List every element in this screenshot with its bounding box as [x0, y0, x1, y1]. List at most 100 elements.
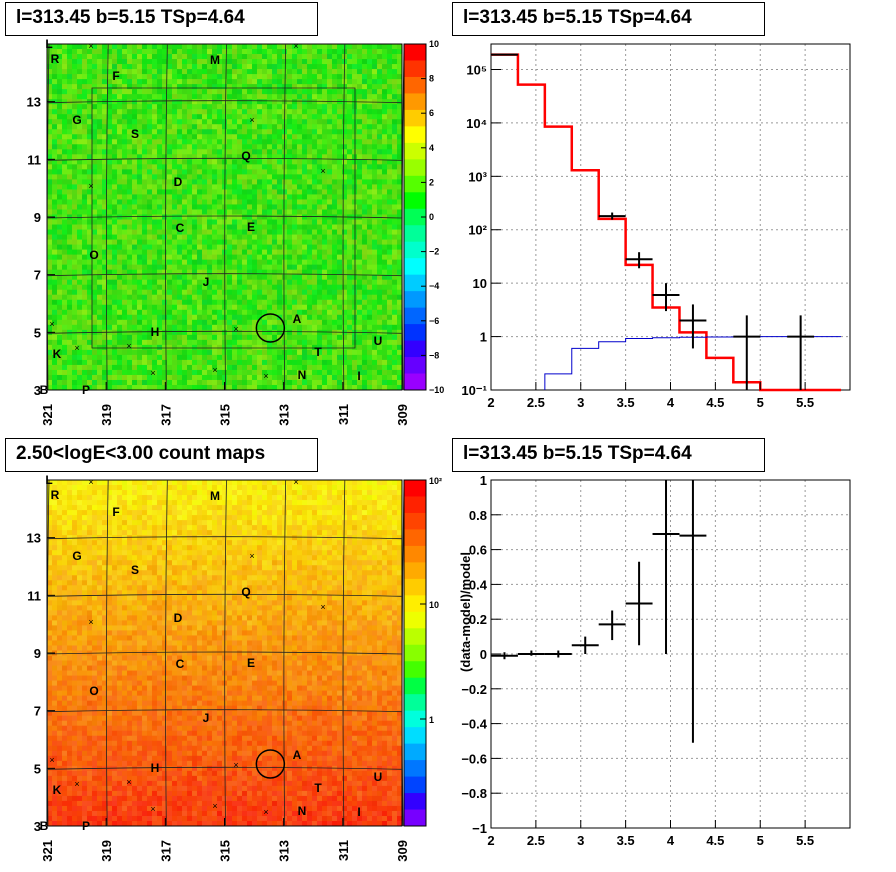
map-pixel [227, 364, 233, 371]
map-pixel [67, 354, 73, 361]
map-pixel [232, 194, 238, 200]
map-pixel [182, 314, 188, 321]
map-pixel [77, 49, 83, 55]
map-pixel [47, 204, 53, 210]
map-pixel [292, 234, 298, 240]
map-pixel [227, 119, 233, 125]
map-pixel [362, 379, 368, 386]
map-pixel [357, 309, 363, 316]
map-pixel [252, 219, 258, 225]
map-pixel [317, 289, 323, 296]
map-pixel [397, 234, 403, 240]
map-pixel [92, 379, 98, 386]
map-pixel [157, 164, 163, 170]
map-pixel [132, 344, 138, 351]
map-pixel [192, 144, 198, 150]
map-pixel [97, 284, 103, 291]
map-pixel [367, 54, 373, 60]
map-pixel [82, 304, 88, 311]
map-pixel [217, 159, 223, 165]
map-pixel [262, 369, 268, 376]
map-pixel [392, 194, 398, 200]
map-pixel [367, 354, 373, 361]
map-pixel [362, 269, 368, 276]
map-pixel [252, 319, 258, 326]
map-pixel [267, 119, 273, 125]
map-pixel [272, 334, 278, 341]
map-pixel [142, 234, 148, 240]
map-pixel [277, 289, 283, 296]
map-pixel [192, 384, 198, 391]
map-pixel [302, 344, 308, 351]
map-pixel [317, 234, 323, 240]
map-pixel [332, 64, 338, 70]
map-pixel [252, 269, 258, 276]
map-pixel [302, 224, 308, 230]
map-pixel [102, 204, 108, 210]
map-pixel [97, 249, 103, 255]
map-pixel [387, 224, 393, 230]
map-pixel [217, 284, 223, 291]
map-pixel [192, 149, 198, 155]
map-pixel [312, 149, 318, 155]
map-pixel [302, 44, 308, 50]
map-pixel [112, 254, 118, 261]
map-pixel [242, 274, 248, 281]
map-pixel [382, 244, 388, 250]
map-pixel [77, 374, 83, 381]
map-pixel [252, 69, 258, 75]
map-pixel [372, 209, 378, 215]
source-label-m: M [210, 53, 220, 67]
map-pixel [217, 129, 223, 135]
map-pixel [247, 194, 253, 200]
map-pixel [207, 274, 213, 281]
map-pixel [217, 114, 223, 120]
map-pixel [147, 319, 153, 326]
map-pixel [242, 84, 248, 90]
map-pixel [397, 194, 403, 200]
map-pixel [212, 334, 218, 341]
map-pixel [227, 314, 233, 321]
map-pixel [167, 134, 173, 140]
map-pixel [72, 144, 78, 150]
map-pixel [122, 279, 128, 286]
map-pixel [297, 214, 303, 220]
colorbar-segment [404, 109, 426, 127]
map-pixel [67, 309, 73, 316]
map-pixel [377, 209, 383, 215]
map-pixel [92, 359, 98, 366]
map-pixel [392, 244, 398, 250]
map-pixel [257, 164, 263, 170]
map-pixel [212, 344, 218, 351]
map-pixel [382, 224, 388, 230]
map-pixel [147, 114, 153, 120]
map-pixel [237, 334, 243, 341]
map-pixel [172, 339, 178, 346]
map-pixel [307, 244, 313, 250]
map-pixel [82, 154, 88, 160]
map-pixel [207, 284, 213, 291]
map-pixel [192, 119, 198, 125]
map-pixel [182, 364, 188, 371]
map-pixel [277, 49, 283, 55]
map-pixel [122, 309, 128, 316]
map-pixel [382, 99, 388, 105]
map-pixel [372, 269, 378, 276]
map-pixel [367, 129, 373, 135]
map-pixel [332, 114, 338, 120]
map-pixel [272, 84, 278, 90]
map-pixel [107, 269, 113, 276]
map-pixel [257, 209, 263, 215]
map-pixel [252, 159, 258, 165]
map-pixel [397, 124, 403, 130]
map-pixel [167, 144, 173, 150]
map-pixel [232, 154, 238, 160]
map-pixel [112, 49, 118, 55]
map-pixel [287, 104, 293, 110]
map-pixel [287, 134, 293, 140]
map-pixel [392, 164, 398, 170]
map-pixel [237, 309, 243, 316]
map-pixel [82, 64, 88, 70]
map-pixel [387, 284, 393, 291]
map-pixel [252, 144, 258, 150]
